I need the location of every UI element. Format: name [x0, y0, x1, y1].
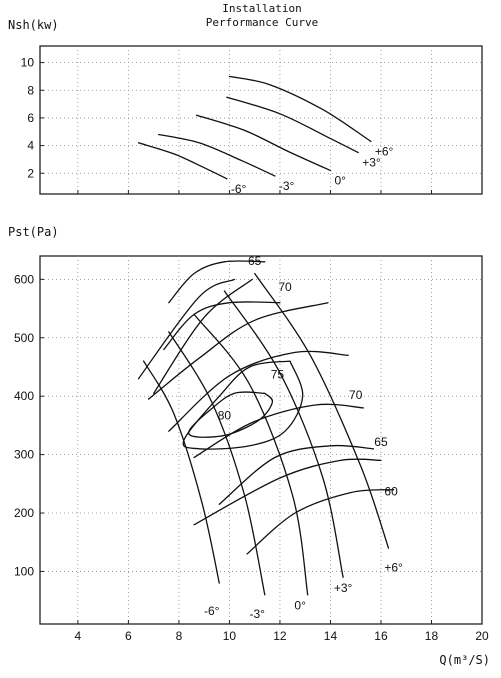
power-curve-label: -6°: [231, 182, 247, 196]
efficiency-contour-1: [182, 360, 304, 450]
blade-angle-curve-1: [168, 331, 266, 596]
pressure-y-tick-label: 400: [14, 389, 34, 403]
pressure-panel: 4 6 8 10 12 14 16 18 20 100 200 300 400 500 600 65 70 75 8…: [14, 254, 489, 643]
x-tick-label: 4: [75, 629, 82, 643]
curve-annotation: 80: [218, 409, 232, 423]
power-y-tick-label: 6: [27, 111, 34, 125]
system-curve-3: [168, 350, 349, 432]
efficiency-contour-2: [163, 301, 281, 351]
efficiency-contour-0: [188, 391, 274, 438]
power-curve-label: +6°: [375, 144, 394, 158]
power-curve-4: [228, 75, 372, 143]
chart-title-line1: Installation: [222, 2, 301, 15]
chart-title-line2: Performance Curve: [206, 16, 319, 29]
curve-annotation: 60: [384, 484, 398, 498]
pressure-y-tick-label: 100: [14, 564, 34, 578]
curve-annotation: +6°: [384, 560, 403, 574]
power-curve-3: [226, 96, 359, 154]
power-y-tick-label: 10: [21, 56, 35, 70]
pressure-y-tick-label: 500: [14, 331, 34, 345]
blade-angle-curve-3: [223, 290, 344, 578]
blade-angle-curve-2: [193, 313, 309, 596]
power-curve-label: -3°: [279, 179, 295, 193]
system-curve-0: [153, 278, 253, 394]
curve-annotation: 70: [349, 388, 363, 402]
power-curve-label: 0°: [334, 173, 346, 187]
system-curve-7: [193, 458, 382, 526]
power-y-tick-label: 8: [27, 83, 34, 97]
x-tick-label: 10: [223, 629, 237, 643]
power-frame: [39, 45, 483, 195]
power-curve-label: +3°: [362, 156, 381, 170]
curve-annotation: +3°: [334, 581, 353, 595]
x-tick-label: 20: [475, 629, 489, 643]
power-curve-1: [158, 133, 276, 177]
efficiency-contour-3: [168, 260, 266, 304]
bottom-y-axis-title: Pst(Pa): [8, 225, 59, 239]
blade-angle-curve-4: [254, 272, 390, 549]
system-curve-6: [246, 489, 395, 555]
blade-angle-curve-0: [142, 360, 220, 584]
curve-annotation: -3°: [249, 607, 265, 621]
system-curve-4: [193, 403, 364, 459]
x-tick-label: 14: [324, 629, 338, 643]
power-curve-0: [137, 142, 228, 180]
curve-annotation: 0°: [294, 598, 306, 612]
curve-annotation: -6°: [204, 604, 220, 618]
power-y-tick-label: 4: [27, 139, 34, 153]
pressure-y-tick-label: 200: [14, 506, 34, 520]
x-tick-label: 12: [273, 629, 287, 643]
curve-annotation: 70: [278, 280, 292, 294]
curve-annotation: 65: [248, 254, 262, 268]
pressure-y-tick-label: 300: [14, 448, 34, 462]
power-y-tick-label: 2: [27, 166, 34, 180]
pressure-y-tick-label: 600: [14, 272, 34, 286]
x-tick-label: 6: [125, 629, 132, 643]
system-curve-1: [137, 278, 236, 380]
top-y-axis-title: Nsh(kw): [8, 18, 59, 32]
curve-annotation: 75: [271, 368, 285, 382]
x-tick-label: 16: [374, 629, 388, 643]
pressure-frame: [39, 255, 483, 625]
system-curve-2: [147, 302, 329, 400]
power-panel: 2 4 6 8 10 -6° -3° 0° +3°+6°: [21, 45, 483, 196]
x-tick-label: 8: [176, 629, 183, 643]
x-axis-title: Q(m³/S): [439, 653, 490, 667]
power-curve-2: [195, 114, 332, 172]
curve-annotation: 65: [374, 435, 388, 449]
x-tick-label: 18: [425, 629, 439, 643]
